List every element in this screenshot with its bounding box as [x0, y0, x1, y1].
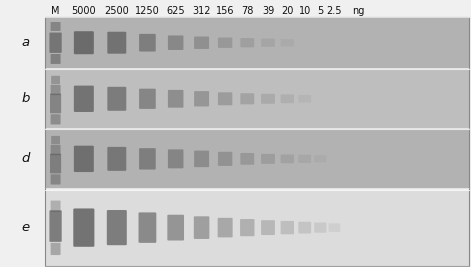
- FancyBboxPatch shape: [139, 148, 156, 170]
- FancyBboxPatch shape: [281, 94, 294, 103]
- FancyBboxPatch shape: [50, 22, 61, 31]
- Text: 2.5: 2.5: [327, 6, 342, 16]
- FancyBboxPatch shape: [50, 154, 61, 174]
- FancyBboxPatch shape: [261, 220, 275, 235]
- Text: 2500: 2500: [105, 6, 129, 16]
- FancyBboxPatch shape: [194, 37, 209, 49]
- Bar: [45, 17, 469, 68]
- FancyBboxPatch shape: [139, 89, 156, 109]
- FancyBboxPatch shape: [298, 155, 311, 163]
- FancyBboxPatch shape: [50, 201, 61, 212]
- FancyBboxPatch shape: [218, 218, 233, 237]
- FancyBboxPatch shape: [74, 86, 94, 112]
- FancyBboxPatch shape: [73, 209, 94, 247]
- Bar: [45, 190, 469, 266]
- FancyBboxPatch shape: [167, 215, 184, 241]
- FancyBboxPatch shape: [298, 95, 311, 103]
- FancyBboxPatch shape: [50, 85, 61, 95]
- FancyBboxPatch shape: [74, 146, 94, 172]
- Text: ng: ng: [352, 6, 364, 16]
- FancyBboxPatch shape: [240, 153, 254, 165]
- FancyBboxPatch shape: [194, 216, 209, 239]
- FancyBboxPatch shape: [49, 33, 62, 53]
- FancyBboxPatch shape: [281, 221, 294, 234]
- FancyBboxPatch shape: [261, 154, 275, 164]
- FancyBboxPatch shape: [168, 90, 183, 108]
- FancyBboxPatch shape: [329, 223, 340, 232]
- Text: 5: 5: [317, 6, 324, 16]
- FancyBboxPatch shape: [50, 174, 61, 184]
- FancyBboxPatch shape: [314, 155, 326, 162]
- Text: b: b: [22, 92, 30, 105]
- FancyBboxPatch shape: [168, 150, 183, 168]
- FancyBboxPatch shape: [281, 39, 294, 46]
- FancyBboxPatch shape: [218, 38, 232, 48]
- Text: 10: 10: [299, 6, 311, 16]
- FancyBboxPatch shape: [240, 93, 254, 104]
- FancyBboxPatch shape: [51, 76, 60, 84]
- Text: 78: 78: [241, 6, 253, 16]
- FancyBboxPatch shape: [261, 94, 275, 104]
- FancyBboxPatch shape: [298, 222, 311, 234]
- FancyBboxPatch shape: [50, 114, 61, 124]
- FancyBboxPatch shape: [50, 94, 61, 113]
- FancyBboxPatch shape: [107, 87, 126, 111]
- FancyBboxPatch shape: [240, 219, 254, 236]
- FancyBboxPatch shape: [314, 222, 326, 233]
- Text: 156: 156: [216, 6, 235, 16]
- FancyBboxPatch shape: [240, 38, 254, 47]
- FancyBboxPatch shape: [261, 38, 275, 47]
- FancyBboxPatch shape: [74, 31, 94, 54]
- FancyBboxPatch shape: [50, 54, 61, 64]
- FancyBboxPatch shape: [281, 154, 294, 163]
- Text: e: e: [22, 221, 30, 234]
- Text: 5000: 5000: [72, 6, 96, 16]
- FancyBboxPatch shape: [168, 36, 183, 50]
- FancyBboxPatch shape: [107, 147, 126, 171]
- FancyBboxPatch shape: [50, 145, 61, 155]
- Text: a: a: [22, 36, 30, 49]
- FancyBboxPatch shape: [107, 210, 127, 245]
- Text: 39: 39: [262, 6, 274, 16]
- FancyBboxPatch shape: [218, 152, 232, 166]
- FancyBboxPatch shape: [138, 212, 156, 243]
- Bar: [45, 69, 469, 128]
- FancyBboxPatch shape: [49, 210, 62, 242]
- Text: 1250: 1250: [135, 6, 160, 16]
- FancyBboxPatch shape: [194, 91, 209, 107]
- FancyBboxPatch shape: [194, 151, 209, 167]
- FancyBboxPatch shape: [51, 136, 60, 144]
- FancyBboxPatch shape: [139, 34, 156, 52]
- FancyBboxPatch shape: [107, 32, 126, 54]
- FancyBboxPatch shape: [50, 243, 61, 255]
- Text: 20: 20: [281, 6, 293, 16]
- Text: 625: 625: [166, 6, 185, 16]
- Text: M: M: [51, 6, 60, 16]
- Bar: [45, 129, 469, 188]
- FancyBboxPatch shape: [218, 92, 232, 105]
- Text: d: d: [22, 152, 30, 165]
- Text: 312: 312: [192, 6, 211, 16]
